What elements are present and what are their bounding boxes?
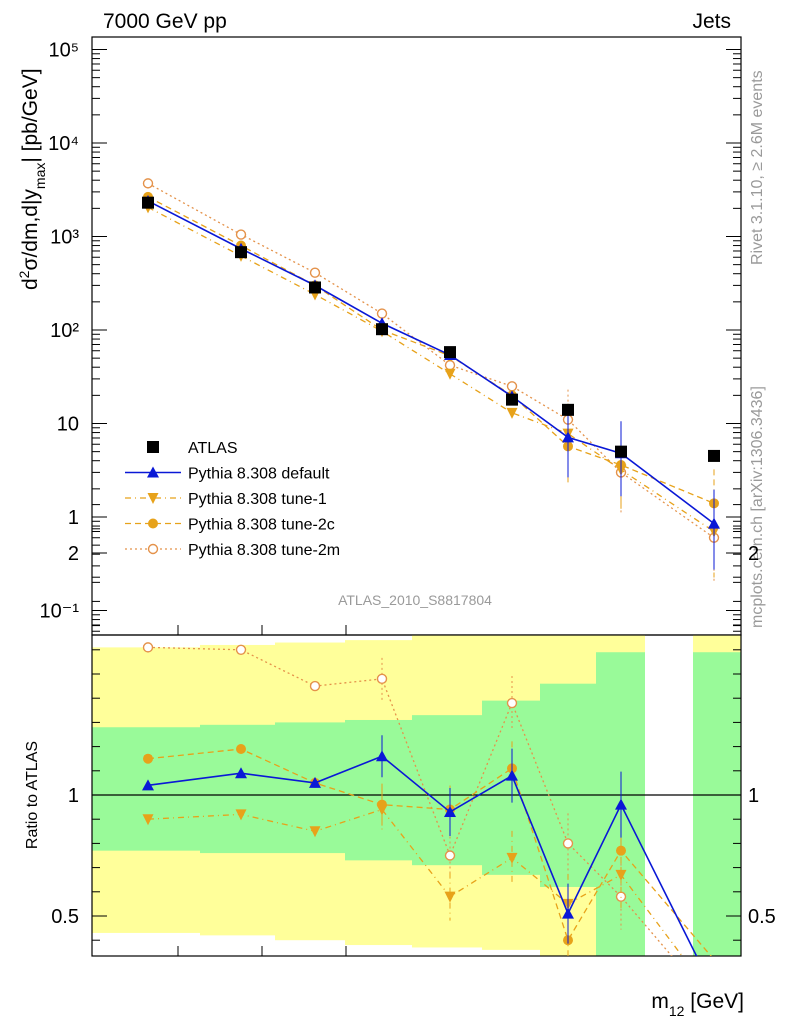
header-energy: 7000 GeV pp xyxy=(103,10,227,33)
legend-marker xyxy=(148,518,158,529)
inner-band-3 xyxy=(345,719,412,861)
lower-tick-label-left: 1 xyxy=(68,785,79,807)
upper-point xyxy=(376,308,388,319)
ratio-point xyxy=(376,750,388,762)
upper-tick-label: 10⁵ xyxy=(48,40,79,62)
inner-band-1 xyxy=(200,724,275,854)
legend-marker-atlas xyxy=(147,441,159,453)
upper-line-4 xyxy=(147,182,715,539)
ratio-point xyxy=(615,798,627,810)
ratio-point xyxy=(615,869,627,881)
upper-tick-label: 10² xyxy=(50,320,79,342)
legend-marker xyxy=(147,543,159,555)
legend-label: Pythia 8.308 tune-1 xyxy=(188,491,327,508)
lower-series xyxy=(142,642,712,956)
upper-tick-label: 10 xyxy=(57,414,79,436)
upper-point xyxy=(309,267,321,278)
ratio-point xyxy=(615,891,627,902)
data-point xyxy=(708,449,720,462)
ratio-point xyxy=(143,753,153,764)
lower-tick-label-right: 0.5 xyxy=(748,906,776,928)
ratio-point xyxy=(562,907,574,919)
lower-plot: 0.5 0.5 1 1 2 2 xyxy=(51,504,776,957)
data-point xyxy=(142,196,154,209)
rivet-label: Rivet 3.1.10, ≥ 2.6M events xyxy=(749,70,766,265)
upper-point xyxy=(506,381,518,392)
data-point xyxy=(615,445,627,458)
legend-marker xyxy=(147,466,159,478)
upper-point xyxy=(562,431,574,443)
upper-point xyxy=(444,360,456,371)
lower-tick-label-left: 0.5 xyxy=(51,906,79,928)
upper-point xyxy=(142,178,154,189)
ratio-point xyxy=(616,845,626,856)
upper-point xyxy=(708,517,720,529)
ratio-point xyxy=(309,826,321,838)
ratio-point xyxy=(444,891,456,903)
upper-line-2 xyxy=(147,206,715,533)
ratio-point xyxy=(309,680,321,692)
data-point xyxy=(444,346,456,359)
ratio-point xyxy=(506,769,518,781)
legend-label: Pythia 8.308 default xyxy=(188,466,330,483)
legend-label: ATLAS xyxy=(188,440,238,457)
ratio-line-3 xyxy=(147,646,673,956)
legend-label: Pythia 8.308 tune-2m xyxy=(188,542,340,559)
legend: ATLAS Pythia 8.308 default Pythia 8.308 tu… xyxy=(125,440,340,559)
upper-line-3 xyxy=(147,196,715,504)
ratio-point xyxy=(506,852,518,864)
ratio-point xyxy=(562,838,574,849)
data-point xyxy=(376,323,388,336)
legend-marker xyxy=(147,493,159,504)
upper-point xyxy=(235,229,247,240)
inner-band-9 xyxy=(693,652,741,956)
lower-tick-label-right: 2 xyxy=(748,543,759,565)
ratio-point xyxy=(235,644,247,655)
lower-y-axis-title: Ratio to ATLAS xyxy=(24,741,41,849)
upper-point xyxy=(444,368,456,380)
ratio-point xyxy=(142,779,154,791)
upper-tick-label: 10³ xyxy=(50,227,79,249)
x-axis-title: m12 [GeV] xyxy=(651,990,744,1019)
data-point xyxy=(506,393,518,406)
upper-tick-label: 10⁻¹ xyxy=(40,601,80,623)
upper-point xyxy=(506,407,518,419)
ratio-point xyxy=(309,776,321,788)
ratio-point xyxy=(142,814,154,826)
data-point xyxy=(562,403,574,416)
legend-label: Pythia 8.308 tune-2c xyxy=(188,517,335,534)
upper-tick-label: 1 xyxy=(68,507,79,529)
ratio-point xyxy=(444,805,456,817)
ratio-point xyxy=(142,642,154,653)
data-point xyxy=(309,281,321,294)
ratio-point xyxy=(376,673,388,685)
ratio-point xyxy=(444,850,456,861)
inner-band-6 xyxy=(540,683,596,887)
ratio-point xyxy=(235,767,247,779)
ratio-point xyxy=(376,804,388,816)
ratio-point xyxy=(235,809,247,821)
analysis-id: ATLAS_2010_S8817804 xyxy=(338,592,492,608)
upper-y-axis-title: d2σ/dm,d|ymax| [pb/GeV] xyxy=(16,68,48,290)
upper-plot: 10⁻¹ 1 10 10² 10³ 10⁴ 10⁵ xyxy=(40,36,742,636)
mcplots-label: mcplots.cern.ch [arXiv:1306.3436] xyxy=(749,386,766,628)
data-point xyxy=(235,246,247,259)
ratio-point xyxy=(236,744,246,755)
header-process: Jets xyxy=(692,10,731,33)
lower-tick-label-right: 1 xyxy=(748,785,759,807)
upper-tick-label: 10⁴ xyxy=(48,133,79,155)
ratio-point xyxy=(506,697,518,709)
lower-tick-label-left: 2 xyxy=(68,543,79,565)
